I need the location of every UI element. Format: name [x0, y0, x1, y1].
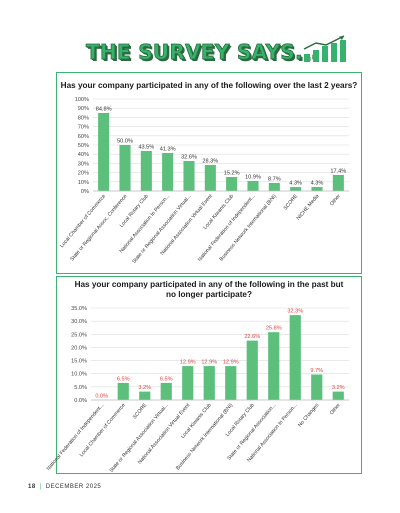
data-label: 22.6%: [244, 334, 260, 340]
data-label: 15.2%: [224, 171, 240, 177]
bar: [160, 382, 172, 400]
bar: [98, 112, 110, 191]
data-label: 32.6%: [181, 155, 197, 161]
category-label: SCORE: [132, 402, 149, 420]
issue-date: DECEMBER 2025: [45, 484, 102, 490]
data-label: 17.4%: [330, 168, 346, 174]
data-label: 8.7%: [268, 176, 281, 182]
chart-title-line: Has your company participated in any of …: [74, 280, 344, 289]
data-label: 12.9%: [180, 360, 196, 366]
data-label: 4.3%: [289, 181, 302, 187]
category-label: SCORE: [283, 193, 300, 211]
category-label: Other: [329, 193, 342, 207]
data-label: 3.2%: [138, 385, 151, 391]
data-label: 50.0%: [117, 139, 133, 145]
bar: [182, 366, 194, 400]
bar-chart-no-longer-participate: 0.0% 5.0% 10.0% 15.0% 20.0% 25.0% 30.0% 35.0% 0.…: [46, 306, 349, 474]
y-tick-label: 0%: [81, 189, 89, 195]
category-label: No Changes: [297, 402, 320, 428]
bar: [247, 180, 259, 191]
footer-separator: |: [39, 484, 42, 490]
data-label: 3.2%: [332, 385, 345, 391]
data-label: 12.9%: [201, 360, 217, 366]
bar: [183, 161, 195, 191]
bar: [290, 187, 302, 191]
y-tick-label: 10%: [78, 180, 89, 186]
category-label: Other: [329, 402, 342, 416]
y-tick-label: 5.0%: [74, 385, 87, 391]
y-tick-label: 90%: [78, 106, 89, 112]
data-label: 10.9%: [245, 174, 261, 180]
y-tick-label: 20%: [78, 171, 89, 177]
page-number: 18: [28, 484, 36, 490]
y-tick-label: 30.0%: [71, 319, 87, 325]
bar: [225, 366, 237, 400]
data-label: 43.5%: [138, 144, 154, 150]
data-label: 28.3%: [202, 158, 218, 164]
category-label: Local Chamber of Commerce: [79, 402, 127, 458]
category-label: NICHE Media: [296, 193, 321, 221]
bar: [311, 374, 323, 400]
chart-panel-past-two-years: Has your company participated in any of …: [56, 72, 362, 274]
bar: [311, 187, 323, 191]
page-title: THE SURVEY SAYS...: [86, 40, 319, 65]
bar: [117, 382, 129, 400]
y-tick-label: 30%: [78, 161, 89, 167]
y-tick-label: 60%: [78, 134, 89, 140]
bar: [139, 391, 151, 400]
chart-title-line: no longer participate?: [166, 290, 252, 299]
bar: [289, 315, 301, 400]
bar: [203, 366, 215, 400]
y-tick-label: 0.0%: [74, 398, 87, 404]
y-tick-label: 100%: [75, 97, 89, 103]
chart-panel-no-longer-participate: Has your company participated in any of …: [46, 276, 362, 474]
bar: [268, 182, 280, 191]
page-header: THE SURVEY SAYS...: [0, 0, 400, 66]
bar: [268, 332, 280, 400]
data-label: 9.7%: [310, 368, 323, 374]
data-label: 0.0%: [95, 394, 108, 400]
bar: [246, 340, 258, 400]
bar: [140, 150, 152, 191]
data-label: 25.8%: [266, 326, 282, 332]
y-tick-label: 70%: [78, 125, 89, 131]
y-tick-label: 35.0%: [71, 306, 87, 312]
bar: [119, 145, 131, 191]
data-label: 84.8%: [96, 106, 112, 112]
data-label: 32.3%: [287, 309, 303, 315]
data-label: 12.9%: [223, 360, 239, 366]
data-label: 6.5%: [160, 376, 173, 382]
y-tick-label: 20.0%: [71, 345, 87, 351]
data-label: 41.3%: [160, 147, 176, 153]
y-tick-label: 50%: [78, 143, 89, 149]
bar: [332, 391, 344, 400]
chart-title: Has your company participated in any of …: [60, 81, 358, 90]
data-label: 6.5%: [117, 376, 130, 382]
y-tick-label: 40%: [78, 152, 89, 158]
bar: [204, 164, 216, 191]
bar: [162, 153, 174, 191]
chart-title: Has your company participated in any of …: [57, 280, 361, 300]
y-tick-label: 10.0%: [71, 372, 87, 378]
y-tick-label: 80%: [78, 115, 89, 121]
data-label: 4.3%: [311, 181, 324, 187]
y-tick-label: 25.0%: [71, 332, 87, 338]
page-footer: 18 | DECEMBER 2025: [28, 484, 101, 490]
bar: [332, 174, 344, 191]
bar: [226, 177, 238, 191]
bar-chart-growth-icon: [303, 35, 346, 62]
bar-chart-past-two-years: 0%10%20%30%40%50%60%70%80%90%100%84.8%Lo…: [59, 97, 349, 265]
y-tick-label: 15.0%: [71, 359, 87, 365]
